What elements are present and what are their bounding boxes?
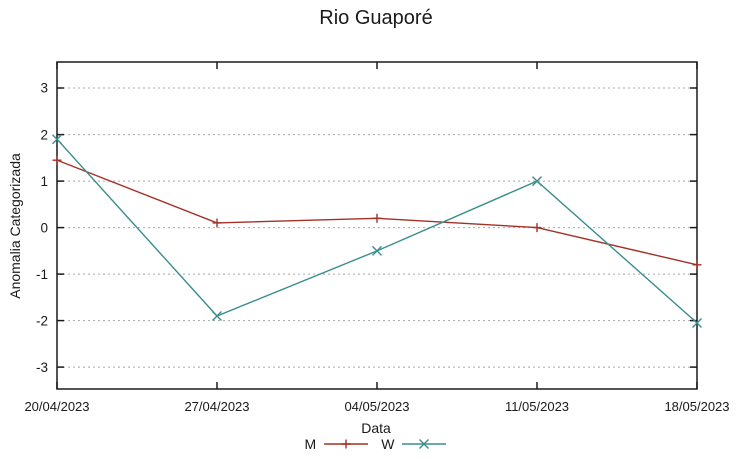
x-tick-label: 18/05/2023 xyxy=(664,399,729,414)
series-M-marker xyxy=(532,223,542,233)
x-tick-label: 27/04/2023 xyxy=(184,399,249,414)
series-W-marker xyxy=(532,176,542,187)
x-tick-label: 20/04/2023 xyxy=(24,399,89,414)
series-W-line xyxy=(56,138,698,324)
legend-swatch-plus-icon xyxy=(324,439,369,449)
y-tick-label: -3 xyxy=(36,360,48,375)
legend-item-M: M xyxy=(305,436,370,452)
series-M-marker xyxy=(52,155,62,165)
x-tick-label: 04/05/2023 xyxy=(344,399,409,414)
x-axis-label: Data xyxy=(361,420,391,436)
series-W-marker xyxy=(372,245,382,256)
series-W-marker xyxy=(212,310,222,321)
y-tick-label: 3 xyxy=(40,81,48,96)
legend-item-W: W xyxy=(381,436,447,452)
y-tick-label: 2 xyxy=(40,127,48,142)
y-tick-label: 1 xyxy=(40,174,48,189)
series-W-marker xyxy=(52,134,62,145)
series-M-marker xyxy=(212,218,222,228)
series-M-line xyxy=(56,159,698,266)
y-tick-label: -1 xyxy=(36,267,48,282)
legend-swatch-cross-icon xyxy=(402,439,447,449)
series-M-marker xyxy=(372,213,382,223)
chart-title: Rio Guaporé xyxy=(319,7,433,29)
legend-label-M: M xyxy=(304,436,317,452)
plot-border xyxy=(56,61,698,390)
series-M-marker xyxy=(692,260,702,270)
x-tick-label: 11/05/2023 xyxy=(505,399,569,414)
y-tick-label: -2 xyxy=(36,313,48,328)
legend-label-W: W xyxy=(381,436,395,452)
series-W-marker xyxy=(692,317,702,328)
y-tick-label: 0 xyxy=(40,220,48,235)
